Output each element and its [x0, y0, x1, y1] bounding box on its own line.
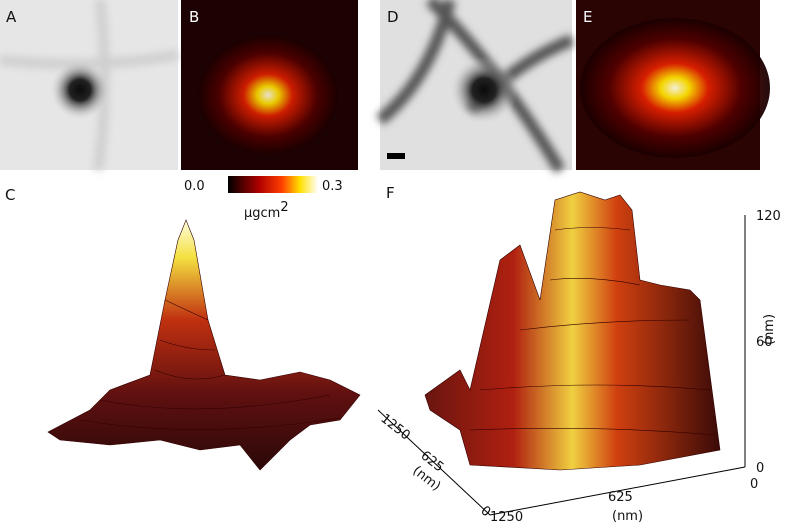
particle — [50, 60, 110, 120]
colorbar-unit: µgcm2 — [244, 200, 289, 221]
colorbar-min: 0.0 — [184, 179, 205, 194]
scale-bar — [387, 153, 405, 159]
panel-f: F 120 60 0 (nm) 1250 625 (nm) 0 1250 625… — [378, 184, 781, 524]
panel-a: A — [0, 0, 179, 171]
z-axis-label: (nm) — [762, 314, 777, 345]
panel-label: F — [386, 184, 395, 202]
unit: µgcm — [244, 206, 280, 221]
x-tick-label: 625 — [608, 490, 633, 505]
colorbar-gradient — [228, 176, 318, 193]
y-tick-label: 1250 — [378, 411, 413, 443]
panel-label: D — [387, 8, 399, 26]
x-tick-label: 1250 — [490, 510, 523, 524]
surface — [47, 219, 361, 471]
z-tick-label: 0 — [756, 461, 764, 476]
x-axis — [489, 466, 746, 516]
panel-label: C — [5, 186, 15, 204]
particle — [450, 56, 518, 124]
mesh — [79, 299, 341, 430]
z-tick-label: 120 — [756, 209, 781, 224]
surface — [424, 191, 721, 471]
panel-label: B — [189, 8, 199, 26]
panel-b: B — [181, 0, 358, 170]
x-axis-label: (nm) — [612, 509, 643, 524]
panel-label: A — [6, 8, 17, 26]
unit-superscript: 2 — [280, 200, 288, 215]
heatmap — [198, 35, 338, 155]
colorbar: 0.0 0.3 µgcm2 — [184, 176, 343, 221]
mesh — [469, 227, 716, 436]
colorbar-max: 0.3 — [322, 179, 343, 194]
z-tick-label: 60 — [756, 335, 773, 350]
heatmap — [580, 18, 770, 158]
panel-c: C — [5, 186, 361, 471]
panel-label: E — [583, 8, 592, 26]
panel-d: D — [376, 0, 575, 174]
panel-e: E — [576, 0, 770, 170]
y-axis — [377, 409, 491, 516]
x-tick-label: 0 — [750, 477, 758, 492]
